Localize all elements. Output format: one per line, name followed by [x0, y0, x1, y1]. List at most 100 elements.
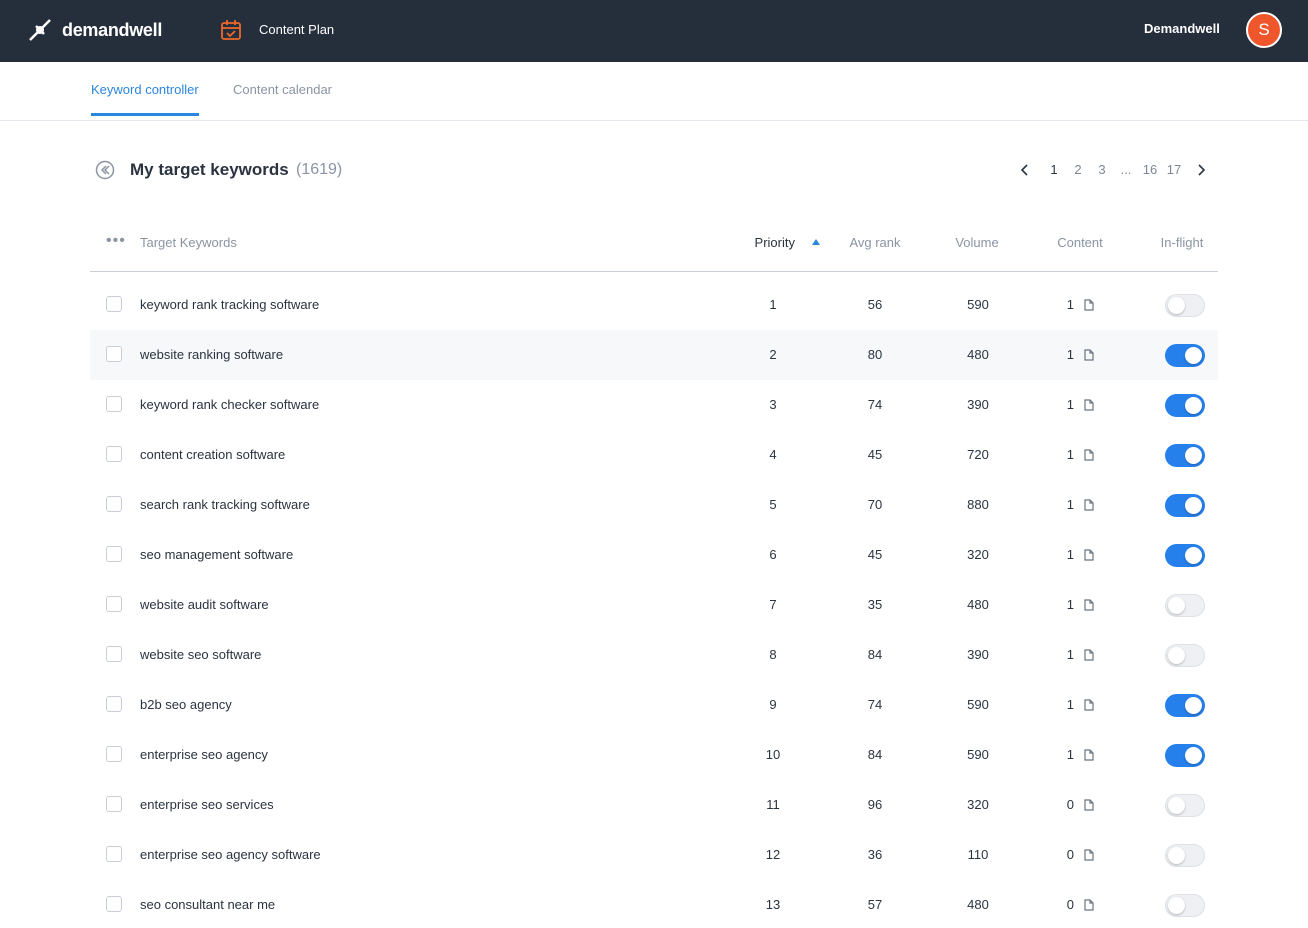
- in-flight-toggle[interactable]: [1165, 544, 1205, 567]
- row-checkbox[interactable]: [106, 846, 122, 862]
- table-row[interactable]: keyword rank tracking software 1 56 590 1: [90, 280, 1218, 330]
- in-flight-toggle[interactable]: [1165, 844, 1205, 867]
- in-flight-toggle[interactable]: [1165, 644, 1205, 667]
- volume: 480: [967, 597, 989, 612]
- in-flight-toggle[interactable]: [1165, 394, 1205, 417]
- row-checkbox[interactable]: [106, 296, 122, 312]
- document-icon[interactable]: [1084, 749, 1094, 761]
- volume: 390: [967, 647, 989, 662]
- column-header[interactable]: Volume: [955, 235, 999, 250]
- content-count: 1: [1066, 647, 1074, 662]
- table-row[interactable]: b2b seo agency 9 74 590 1: [90, 680, 1218, 730]
- page-link[interactable]: 1: [1050, 162, 1058, 177]
- in-flight-toggle[interactable]: [1165, 744, 1205, 767]
- avatar[interactable]: S: [1246, 12, 1282, 48]
- in-flight-toggle[interactable]: [1165, 594, 1205, 617]
- volume: 110: [967, 847, 989, 862]
- page-link[interactable]: 17: [1166, 162, 1182, 177]
- nav-item[interactable]: Content Plan: [259, 22, 335, 37]
- in-flight-toggle[interactable]: [1165, 294, 1205, 317]
- row-checkbox[interactable]: [106, 596, 122, 612]
- table-row[interactable]: website audit software 7 35 480 1: [90, 580, 1218, 630]
- toggle-knob: [1185, 347, 1202, 364]
- column-header[interactable]: Avg rank: [849, 235, 901, 250]
- toggle-knob: [1185, 397, 1202, 414]
- prev-page[interactable]: [1019, 163, 1031, 177]
- document-icon[interactable]: [1084, 549, 1094, 561]
- row-checkbox[interactable]: [106, 646, 122, 662]
- document-icon[interactable]: [1084, 699, 1094, 711]
- in-flight-toggle[interactable]: [1165, 694, 1205, 717]
- document-icon[interactable]: [1084, 849, 1094, 861]
- row-checkbox[interactable]: [106, 696, 122, 712]
- row-checkbox[interactable]: [106, 746, 122, 762]
- table-row[interactable]: keyword rank checker software 3 74 390 1: [90, 380, 1218, 430]
- content-count: 1: [1066, 747, 1074, 762]
- table-row[interactable]: enterprise seo agency software 12 36 110 0: [90, 830, 1218, 880]
- volume: 880: [967, 497, 989, 512]
- logo[interactable]: demandwell: [62, 20, 163, 40]
- document-icon[interactable]: [1084, 449, 1094, 461]
- toggle-knob: [1185, 497, 1202, 514]
- in-flight-toggle[interactable]: [1165, 894, 1205, 917]
- sort-icon[interactable]: [811, 238, 821, 246]
- avg-rank: 84: [867, 647, 883, 662]
- row-checkbox[interactable]: [106, 496, 122, 512]
- table-row[interactable]: website seo software 8 84 390 1: [90, 630, 1218, 680]
- row-checkbox[interactable]: [106, 346, 122, 362]
- in-flight-toggle[interactable]: [1165, 794, 1205, 817]
- document-icon[interactable]: [1084, 649, 1094, 661]
- next-page[interactable]: [1196, 163, 1208, 177]
- row-checkbox[interactable]: [106, 446, 122, 462]
- column-header[interactable]: Priority: [754, 235, 795, 250]
- keyword: b2b seo agency: [140, 697, 232, 712]
- document-icon[interactable]: [1084, 899, 1094, 911]
- more-menu[interactable]: •••: [106, 232, 126, 249]
- priority: 6: [769, 547, 777, 562]
- table-row[interactable]: seo management software 6 45 320 1: [90, 530, 1218, 580]
- back-icon[interactable]: [95, 160, 117, 182]
- page-link[interactable]: ...: [1120, 162, 1132, 177]
- avg-rank: 35: [867, 597, 883, 612]
- table-row[interactable]: enterprise seo agency 10 84 590 1: [90, 730, 1218, 780]
- logo-icon: [29, 19, 51, 41]
- avg-rank: 56: [867, 297, 883, 312]
- volume: 720: [967, 447, 989, 462]
- page-link[interactable]: 3: [1098, 162, 1106, 177]
- content-count: 0: [1066, 847, 1074, 862]
- volume: 480: [967, 347, 989, 362]
- in-flight-toggle[interactable]: [1165, 444, 1205, 467]
- document-icon[interactable]: [1084, 399, 1094, 411]
- volume: 320: [967, 797, 989, 812]
- document-icon[interactable]: [1084, 799, 1094, 811]
- document-icon[interactable]: [1084, 599, 1094, 611]
- table-row[interactable]: seo consultant near me 13 57 480 0: [90, 880, 1218, 928]
- table-row[interactable]: content creation software 4 45 720 1: [90, 430, 1218, 480]
- volume: 590: [967, 297, 989, 312]
- table-row[interactable]: search rank tracking software 5 70 880 1: [90, 480, 1218, 530]
- tab[interactable]: Keyword controller: [91, 82, 199, 116]
- document-icon[interactable]: [1084, 499, 1094, 511]
- page-link[interactable]: 2: [1074, 162, 1082, 177]
- row-checkbox[interactable]: [106, 546, 122, 562]
- table-row[interactable]: enterprise seo services 11 96 320 0: [90, 780, 1218, 830]
- table-row[interactable]: website ranking software 2 80 480 1: [90, 330, 1218, 380]
- document-icon[interactable]: [1084, 299, 1094, 311]
- row-checkbox[interactable]: [106, 796, 122, 812]
- row-checkbox[interactable]: [106, 396, 122, 412]
- keyword: content creation software: [140, 447, 286, 462]
- user-name[interactable]: Demandwell: [1144, 21, 1220, 36]
- in-flight-toggle[interactable]: [1165, 494, 1205, 517]
- column-header[interactable]: Content: [1057, 235, 1103, 250]
- row-checkbox[interactable]: [106, 896, 122, 912]
- tab[interactable]: Content calendar: [233, 82, 333, 97]
- avg-rank: 45: [867, 547, 883, 562]
- column-header[interactable]: In-flight: [1160, 235, 1204, 250]
- volume: 320: [967, 547, 989, 562]
- header-divider: [90, 271, 1218, 272]
- avg-rank: 36: [867, 847, 883, 862]
- document-icon[interactable]: [1084, 349, 1094, 361]
- page-link[interactable]: 16: [1142, 162, 1158, 177]
- in-flight-toggle[interactable]: [1165, 344, 1205, 367]
